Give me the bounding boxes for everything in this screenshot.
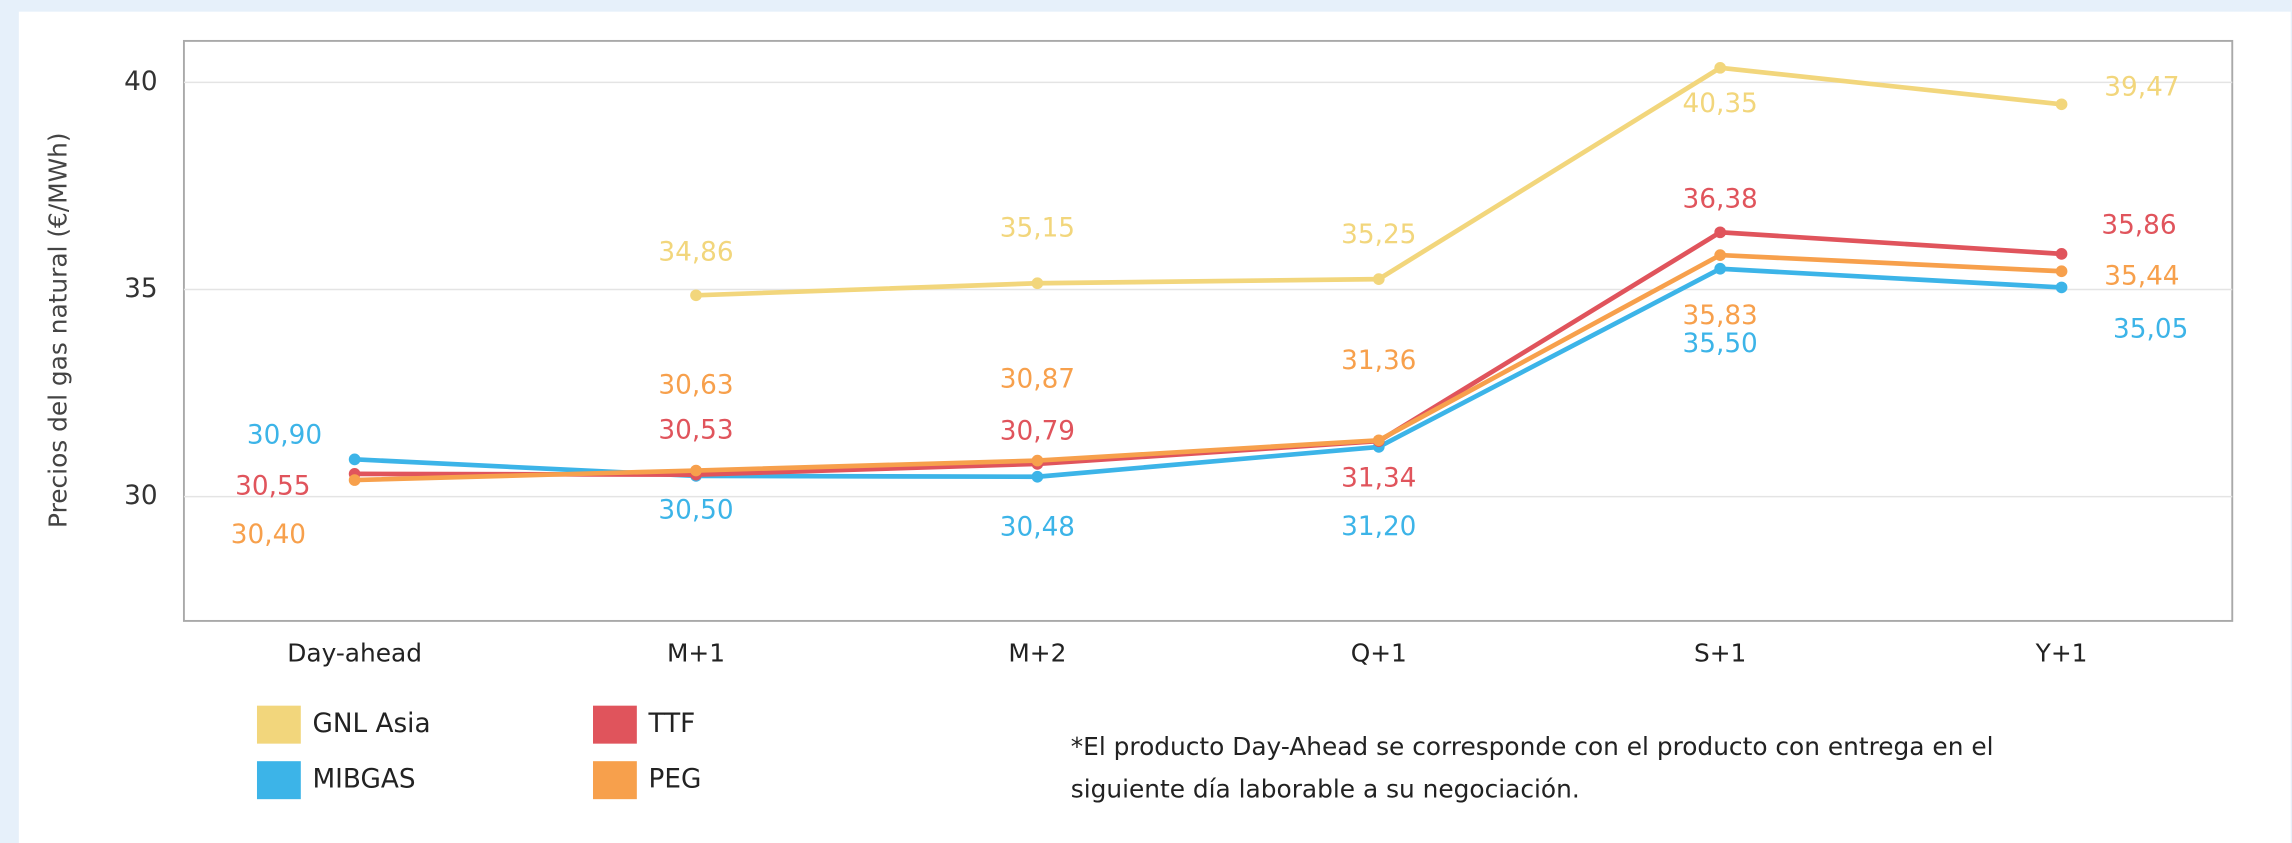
data-point [1372,273,1385,285]
legend-swatch [256,705,301,744]
data-point [2055,281,2068,294]
legend-swatch [593,761,637,800]
background [18,11,2291,843]
data-point [1031,470,1044,483]
data-label: 31,36 [1341,346,1416,376]
footnote: *El producto Day-Ahead se corresponde co… [1071,732,1994,761]
data-point [1714,262,1727,275]
y-tick-label: 40 [124,67,157,97]
data-label: 31,20 [1341,512,1416,542]
data-label: 35,25 [1341,220,1416,250]
x-tick-label: M+2 [1008,639,1066,668]
data-label: 30,53 [658,415,733,445]
data-label: 36,38 [1683,185,1758,215]
series-line [354,252,2062,483]
data-label: 34,86 [658,237,733,267]
data-label: 30,40 [231,520,306,550]
data-point [2055,265,2068,278]
data-label: 35,86 [2101,211,2176,241]
data-point [1714,226,1727,239]
y-tick-label: 35 [124,274,157,304]
data-label: 30,87 [1000,365,1075,395]
data-label: 30,55 [235,472,310,502]
data-point [690,464,702,477]
data-label: 39,47 [2104,73,2179,103]
legend-label: MIBGAS [312,765,415,795]
data-label: 35,15 [1000,214,1075,244]
data-label: 30,90 [247,420,322,450]
data-point [1714,61,1727,74]
data-point [1714,249,1727,261]
legend-label: PEG [649,765,702,795]
legend-swatch [593,705,637,744]
x-tick-label: Y+1 [2035,639,2088,668]
data-point [348,474,361,486]
data-point [348,453,361,466]
x-tick-label: S+1 [1694,639,1746,668]
y-axis-label: Precios del gas natural (€/MWh) [44,132,73,528]
legend-label: GNL Asia [312,709,430,739]
x-tick-label: Q+1 [1351,639,1407,668]
data-point [690,289,702,302]
x-tick-label: Day-ahead [287,639,422,668]
data-point [1031,454,1044,467]
data-label: 30,79 [1000,416,1075,446]
data-label: 31,34 [1341,464,1416,494]
data-label: 30,63 [658,370,733,400]
data-label: 30,48 [1000,512,1075,542]
data-point [1031,277,1044,290]
x-tick-label: M+1 [667,639,725,668]
y-tick-label: 30 [124,481,157,511]
legend-swatch [256,761,301,800]
data-point [2055,248,2068,260]
data-label: 30,50 [658,495,733,525]
data-label: 35,50 [1683,329,1758,359]
data-label: 35,44 [2104,262,2179,292]
footnote: siguiente día laborable a su negociación… [1071,774,1580,803]
data-point [2055,98,2068,111]
data-point [1372,434,1385,447]
legend-label: TTF [648,709,696,739]
data-label: 35,83 [1683,301,1758,331]
plot-frame [182,39,2234,622]
data-label: 40,35 [1683,89,1758,119]
data-label: 35,05 [2113,314,2188,344]
